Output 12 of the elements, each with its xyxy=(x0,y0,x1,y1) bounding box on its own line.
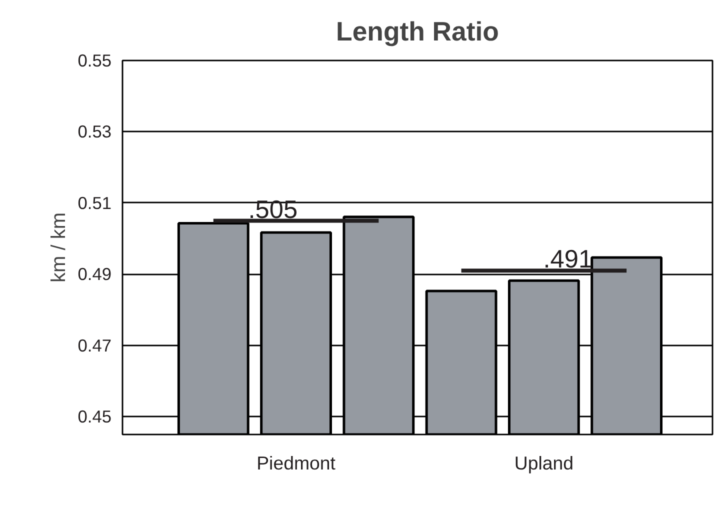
y-axis-title: km / km xyxy=(48,212,70,282)
y-tick-label: 0.49 xyxy=(78,264,112,284)
y-tick-label: 0.45 xyxy=(78,406,112,427)
y-tick-label: 0.53 xyxy=(78,122,112,142)
y-tick-label: 0.47 xyxy=(78,335,112,356)
x-tick-label: Piedmont xyxy=(256,452,336,474)
annotation: .491 xyxy=(543,246,593,274)
y-tick-label: 0.55 xyxy=(78,50,112,70)
annotation: .505 xyxy=(248,196,298,224)
chart-title: Length Ratio xyxy=(336,16,499,46)
y-tick-label: 0.51 xyxy=(78,192,112,213)
x-tick-label: Upland xyxy=(514,452,574,474)
